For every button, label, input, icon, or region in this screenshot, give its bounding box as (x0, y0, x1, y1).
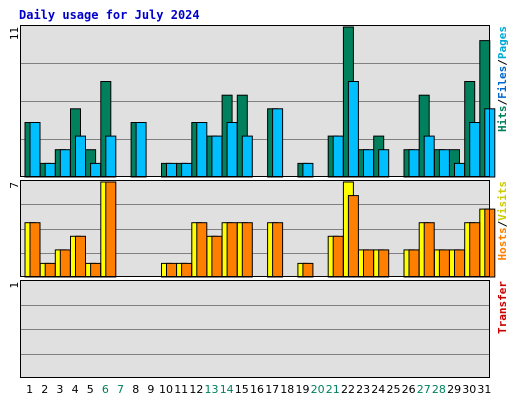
bar-files-day-27 (423, 135, 435, 178)
x-tick-label-day-23: 23 (356, 383, 370, 396)
legend-hosts-visits-part-0: Hosts (496, 227, 509, 260)
bar-hosts-day-12 (196, 222, 208, 278)
bar-hosts-day-19 (302, 262, 314, 278)
bar-hosts-day-29 (454, 249, 465, 278)
legend-hits-files-pages-part-3: / (496, 59, 509, 66)
x-tick-label-day-3: 3 (56, 383, 63, 396)
legend-transfer: Transfer (496, 281, 509, 334)
legend-hits-files-pages-part-1: / (496, 99, 509, 106)
x-tick-label-day-10: 10 (159, 383, 173, 396)
bar-hosts-day-3 (59, 249, 71, 278)
x-tick-label-day-4: 4 (72, 383, 79, 396)
bar-files-day-8 (135, 122, 147, 178)
x-tick-label-day-22: 22 (341, 383, 355, 396)
bar-hosts-day-21 (332, 235, 344, 278)
bar-files-day-13 (211, 135, 223, 178)
x-tick-label-day-26: 26 (402, 383, 416, 396)
x-tick-label-day-28: 28 (432, 383, 446, 396)
legend-hits-files-pages-part-0: Hits (496, 106, 509, 133)
panel-border-transfer (20, 280, 490, 378)
bar-hosts-day-5 (90, 262, 102, 278)
x-tick-label-day-7: 7 (117, 383, 124, 396)
ymax-label-transfer: 1 (8, 282, 21, 289)
chart-title: Daily usage for July 2024 (19, 8, 200, 22)
bar-files-day-11 (181, 162, 193, 178)
legend-hosts-visits-part-1: / (496, 220, 509, 227)
x-tick-label-day-12: 12 (189, 383, 203, 396)
panel-border-hosts-visits (20, 180, 490, 277)
x-tick-label-day-1: 1 (26, 383, 33, 396)
bar-files-day-12 (196, 122, 208, 178)
x-tick-label-day-6: 6 (102, 383, 109, 396)
legend-hits-files-pages-part-2: Files (496, 66, 509, 99)
x-tick-label-day-21: 21 (326, 383, 340, 396)
x-tick-label-day-2: 2 (41, 383, 48, 396)
bar-hosts-day-11 (181, 262, 193, 278)
legend-hits-files-pages: Hits/Files/Pages (496, 26, 509, 132)
legend-hosts-visits: Hosts/Visits (496, 181, 509, 261)
bar-files-day-10 (166, 162, 177, 178)
bar-hosts-day-1 (29, 222, 41, 278)
panel-border-hits-files-pages (20, 25, 490, 177)
bar-hosts-day-2 (44, 262, 56, 278)
bar-files-day-23 (363, 149, 374, 178)
x-tick-label-day-25: 25 (387, 383, 401, 396)
bar-files-day-14 (226, 122, 238, 178)
x-tick-label-day-20: 20 (311, 383, 325, 396)
x-tick-label-day-30: 30 (462, 383, 476, 396)
bar-hosts-day-15 (241, 222, 253, 278)
x-tick-label-day-24: 24 (371, 383, 385, 396)
bar-files-day-24 (378, 149, 390, 178)
x-tick-label-day-13: 13 (205, 383, 219, 396)
x-tick-label-day-19: 19 (296, 383, 310, 396)
bar-files-day-6 (105, 135, 117, 178)
legend-hosts-visits-part-2: Visits (496, 181, 509, 221)
legend-hits-files-pages-part-4: Pages (496, 26, 509, 59)
bar-files-day-22 (347, 81, 359, 178)
bar-hosts-day-24 (378, 249, 390, 278)
bar-files-day-17 (272, 108, 284, 178)
bar-files-day-2 (44, 162, 56, 178)
bar-hosts-day-10 (166, 262, 177, 278)
x-tick-label-day-9: 9 (147, 383, 154, 396)
ymax-label-hosts-visits: 7 (8, 182, 21, 189)
bar-files-day-4 (75, 135, 86, 178)
bar-hosts-day-26 (408, 249, 420, 278)
x-tick-label-day-5: 5 (87, 383, 94, 396)
bar-files-day-19 (302, 162, 314, 178)
bar-hosts-day-13 (211, 235, 223, 278)
bar-hosts-day-23 (363, 249, 374, 278)
bar-hosts-day-27 (423, 222, 435, 278)
bar-files-day-29 (454, 162, 465, 178)
bar-files-day-3 (59, 149, 71, 178)
x-tick-label-day-15: 15 (235, 383, 249, 396)
bar-hosts-day-30 (469, 222, 481, 278)
bar-files-day-21 (332, 135, 344, 178)
bar-hosts-day-17 (272, 222, 284, 278)
bar-hosts-day-6 (105, 181, 117, 278)
bar-hosts-day-4 (75, 235, 86, 278)
bar-files-day-30 (469, 122, 481, 178)
ymax-label-hits-files-pages: 11 (8, 27, 21, 40)
bar-hosts-day-22 (347, 195, 359, 278)
x-tick-label-day-14: 14 (220, 383, 234, 396)
x-tick-label-day-27: 27 (417, 383, 431, 396)
x-tick-label-day-18: 18 (280, 383, 294, 396)
bar-files-day-5 (90, 162, 102, 178)
bar-files-day-26 (408, 149, 420, 178)
x-tick-label-day-17: 17 (265, 383, 279, 396)
bar-hosts-day-28 (438, 249, 450, 278)
x-tick-label-day-8: 8 (132, 383, 139, 396)
x-tick-label-day-16: 16 (250, 383, 264, 396)
legend-transfer-part-0: Transfer (496, 281, 509, 334)
bar-files-day-28 (438, 149, 450, 178)
bar-files-day-15 (241, 135, 253, 178)
bar-files-day-1 (29, 122, 41, 178)
x-tick-label-day-31: 31 (477, 383, 491, 396)
x-tick-label-day-29: 29 (447, 383, 461, 396)
bar-hosts-day-14 (226, 222, 238, 278)
x-tick-label-day-11: 11 (174, 383, 188, 396)
